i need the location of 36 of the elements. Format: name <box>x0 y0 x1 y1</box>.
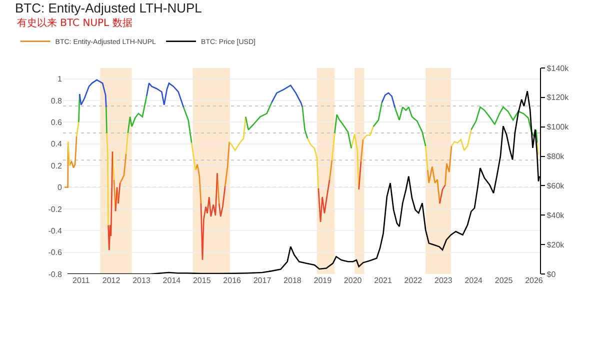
x-tick-label: 2011 <box>72 276 90 285</box>
x-tick-label: 2012 <box>102 276 121 285</box>
x-tick-label: 2014 <box>162 276 182 285</box>
y-tick-label: 0.4 <box>50 140 63 149</box>
y-tick-label: -0.4 <box>48 226 63 236</box>
y2-tick-label: $60k <box>546 182 566 191</box>
x-tick-label: 2025 <box>494 276 514 285</box>
x-tick-label: 2018 <box>284 276 302 285</box>
y-tick-label: 0.8 <box>50 96 63 106</box>
x-tick-label: 2026 <box>525 276 544 285</box>
x-tick-label: 2020 <box>344 276 362 285</box>
y-tick-label: 0.6 <box>50 118 63 128</box>
x-tick-label: 2015 <box>192 276 212 285</box>
y2-tick-label: $120k <box>546 93 570 102</box>
x-tick-label: 2013 <box>132 276 151 285</box>
y-tick-label: 0 <box>58 183 63 192</box>
y2-tick-label: $140k <box>546 64 570 73</box>
x-tick-label: 2024 <box>464 276 484 285</box>
y2-tick-label: $80k <box>546 152 566 162</box>
y2-tick-label: $20k <box>546 240 566 250</box>
y-tick-label: -0.8 <box>48 270 63 279</box>
x-tick-label: 2016 <box>223 276 242 285</box>
chart-subtitle: 有史以来 BTC NUPL 数据 <box>17 17 132 29</box>
y2-tick-label: $0 <box>546 270 556 279</box>
x-tick-label: 2023 <box>434 276 453 285</box>
y-tick-label: -0.2 <box>48 204 63 214</box>
x-tick-label: 2022 <box>404 276 423 285</box>
x-tick-label: 2019 <box>314 276 332 285</box>
y2-tick-label: $40k <box>546 210 566 220</box>
x-tick-label: 2017 <box>253 276 272 285</box>
x-tick-label: 2021 <box>374 276 392 285</box>
y-tick-label: 0.2 <box>50 161 63 170</box>
y-tick-label: 1 <box>58 74 63 84</box>
y-tick-label: -0.6 <box>48 248 63 258</box>
y2-tick-label: $100k <box>546 122 570 132</box>
chart-title: BTC: Entity-Adjusted LTH-NUPL <box>15 0 202 16</box>
